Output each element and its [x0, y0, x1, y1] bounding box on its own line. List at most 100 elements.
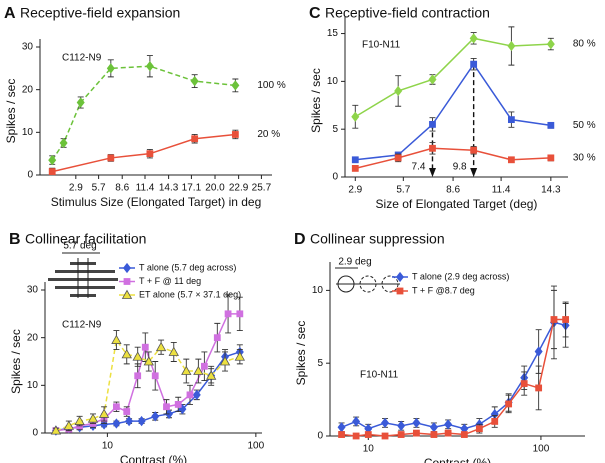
x-tick-label: 14.3: [159, 183, 179, 194]
inset-schematic-b: [48, 252, 118, 298]
marker: [112, 403, 120, 411]
x-tick-label: 25.7: [252, 183, 272, 194]
marker: [59, 137, 68, 149]
inset-schematic-d: [335, 267, 400, 293]
marker: [63, 420, 75, 430]
series-line: [341, 318, 566, 437]
marker: [163, 403, 170, 411]
marker: [151, 372, 159, 380]
y-axis-label: Spikes / sec: [9, 329, 23, 394]
x-tick-label: 5.7: [92, 183, 106, 194]
y-tick-label: 30: [27, 285, 39, 296]
marker: [460, 431, 468, 438]
marker: [219, 356, 231, 366]
marker: [444, 429, 452, 437]
marker: [192, 389, 201, 401]
marker: [351, 156, 359, 164]
inset-label: 5.7 deg: [63, 241, 96, 252]
marker: [352, 416, 361, 427]
y-axis-label: Spikes / sec: [294, 321, 308, 386]
cell-label: C112-N9: [62, 53, 102, 64]
marker: [381, 432, 389, 440]
cell-label: F10-N11: [362, 40, 401, 51]
marker: [505, 400, 513, 408]
marker: [100, 419, 109, 430]
cell-label: F10-N11: [360, 370, 399, 381]
marker: [122, 262, 132, 274]
panel: B Collinear facilitation 0 10 20 30 10 100 Contr…: [9, 231, 265, 463]
x-tick-label: 2.9: [69, 183, 83, 194]
marker: [155, 341, 167, 352]
series-line: [341, 321, 566, 430]
marker: [546, 38, 555, 50]
series-label: 20 %: [257, 129, 280, 140]
marker: [430, 431, 438, 438]
marker: [351, 111, 360, 122]
marker: [87, 413, 99, 423]
marker: [413, 429, 420, 437]
marker: [396, 287, 404, 295]
marker: [338, 431, 345, 438]
x-axis-label: Size of Elongated Target (deg): [376, 197, 538, 211]
y-tick-label: 15: [327, 28, 339, 39]
cell-label: C112-N9: [62, 320, 102, 331]
marker: [475, 425, 483, 433]
marker: [168, 346, 179, 356]
x-tick-label: 100: [248, 441, 265, 452]
y-tick-label: 10: [27, 380, 39, 391]
marker: [143, 356, 154, 366]
x-tick-label: 8.6: [115, 183, 129, 194]
y-axis-label: Spikes / sec: [309, 68, 323, 133]
y-tick-label: 0: [317, 431, 323, 442]
marker: [444, 419, 453, 430]
series-label: 100 %: [257, 80, 285, 91]
y-tick-label: 0: [32, 428, 38, 439]
marker: [470, 146, 478, 154]
marker: [395, 271, 405, 283]
series-line: [355, 62, 551, 161]
y-tick-label: 10: [327, 76, 339, 87]
marker: [125, 415, 134, 427]
marker: [186, 391, 194, 399]
y-tick-label: 0: [27, 170, 33, 181]
marker: [50, 425, 62, 435]
panel-letter: D: [294, 231, 306, 248]
legend-label: ET alone (5.7 × 37.1 deg): [139, 289, 241, 299]
marker: [547, 121, 555, 129]
marker: [191, 135, 199, 143]
marker: [394, 85, 403, 97]
marker: [205, 370, 217, 380]
marker: [112, 418, 121, 429]
marker: [534, 346, 543, 357]
series-line: [355, 147, 551, 170]
marker: [106, 63, 115, 74]
panel-title: Receptive-field contraction: [325, 5, 490, 21]
marker: [193, 365, 204, 375]
panel: A Receptive-field expansion 0 10 20 30 2.9 5.7 8…: [4, 5, 286, 209]
x-tick-label: 11.4: [492, 185, 511, 196]
marker: [76, 97, 85, 108]
marker: [550, 316, 558, 323]
marker: [381, 417, 390, 429]
marker: [121, 289, 133, 299]
legend-label: T alone (5.7 deg across): [139, 262, 236, 272]
marker: [364, 431, 372, 438]
marker: [535, 384, 543, 392]
x-tick-label: 17.1: [182, 183, 202, 194]
x-axis-label: Contrast (%): [120, 453, 187, 463]
marker: [397, 431, 405, 438]
marker: [123, 408, 131, 415]
x-tick-label: 10: [363, 444, 375, 455]
x-tick-label: 100: [533, 444, 550, 455]
marker: [394, 154, 402, 162]
series-line: [52, 133, 236, 173]
marker: [137, 415, 146, 427]
series-line: [55, 338, 241, 432]
annotation-label: 9.8: [453, 162, 467, 173]
x-tick-label: 5.7: [396, 185, 410, 196]
marker: [48, 168, 56, 175]
marker: [507, 116, 515, 124]
annotation-arrow: [470, 168, 478, 177]
